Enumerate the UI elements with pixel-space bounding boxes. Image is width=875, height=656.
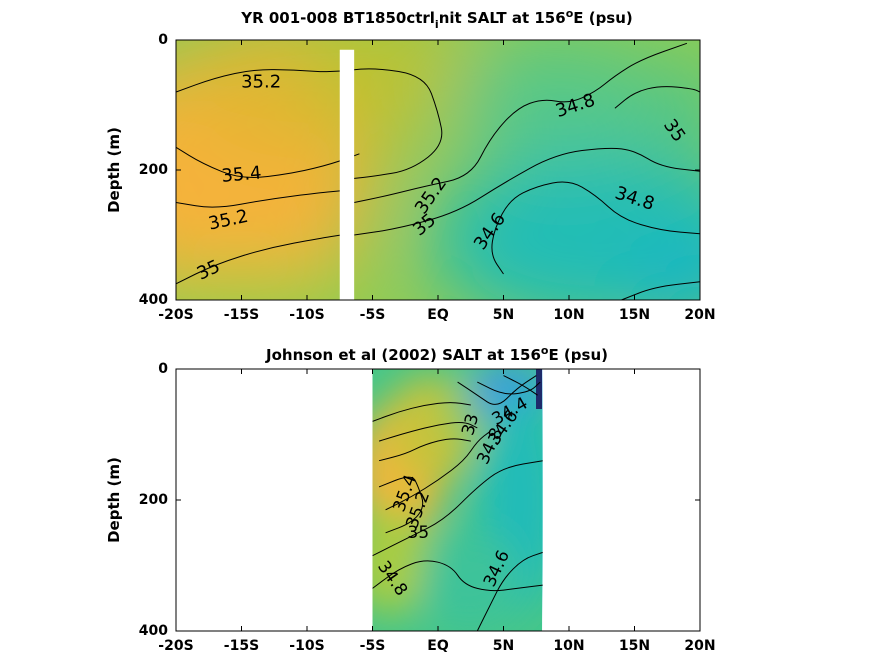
bottom-no-data-right [542,369,700,631]
contour-label: 35 [408,523,430,543]
x-tick-label: -20S [158,307,193,323]
contour-line-35-2 [176,190,342,208]
x-tick-label: 5N [493,638,514,654]
contour-label: 35.2 [241,71,281,92]
x-tick-label: EQ [427,307,449,323]
x-tick-label: -15S [224,307,259,323]
x-tick-label: 5N [493,307,514,323]
x-tick-label: -5S [360,638,386,654]
top-contour-lines [176,42,700,300]
bottom-x-ticks: -20S -15S -10S -5S EQ 5N 10N 15N 20N [158,369,716,654]
top-missing-band [339,49,355,300]
contour-line-35 [614,86,700,109]
contour-line-35-2 [372,402,471,422]
contour-line-35 [372,460,543,557]
contour-label: 35.4 [221,162,263,186]
y-tick-label: 400 [139,623,168,639]
contour-line-34-8 [457,375,537,405]
x-tick-label: 20N [684,638,715,654]
top-y-axis-label: Depth (m) [105,127,123,213]
bottom-panel: Johnson et al (2002) SALT at 156oE (psu)… [105,344,716,654]
x-tick-label: EQ [427,638,449,654]
x-tick-label: -15S [224,638,259,654]
bottom-heatmap-field [350,369,560,631]
x-tick-label: 10N [553,638,584,654]
contour-line-34-6 [476,551,543,631]
x-tick-label: 15N [619,307,650,323]
contour-line-35-2 [354,42,688,203]
contour-line-35-4 [176,146,360,178]
top-heatmap-field [176,40,700,300]
top-y-ticks: 0 200 400 [139,32,700,308]
y-tick-label: 400 [139,292,168,308]
bottom-contour-lines [372,375,543,631]
top-x-ticks: -20S -15S -10S -5S EQ 5N 10N 15N 20N [158,40,716,323]
x-tick-label: -5S [360,307,386,323]
contour-line-34-6 [477,381,541,395]
contour-line-35-6 [378,438,471,462]
contour-line-34-8 [491,181,700,275]
x-tick-label: 20N [684,307,715,323]
contour-line-34-8 [372,560,543,592]
top-panel: YR 001-008 BT1850ctrlinit SALT at 156oE … [105,7,716,323]
contour-line-35 [354,147,700,236]
bottom-no-data-left [176,369,373,631]
top-chart-title: YR 001-008 BT1850ctrlinit SALT at 156oE … [240,7,633,31]
bottom-chart-title: Johnson et al (2002) SALT at 156oE (psu) [265,344,608,364]
y-tick-label: 0 [158,361,168,377]
contour-line-35-2 [176,68,443,181]
x-tick-label: -10S [289,638,324,654]
x-tick-label: -10S [289,307,324,323]
x-tick-label: -20S [158,638,193,654]
x-tick-label: 10N [553,307,584,323]
bottom-y-ticks: 0 200 400 [139,361,700,639]
contour-line-34-4 [503,375,538,396]
x-tick-label: 15N [619,638,650,654]
y-tick-label: 200 [139,162,168,178]
contour-line-34-6 [621,281,700,300]
y-tick-label: 0 [158,32,168,48]
contour-line-35-4 [378,476,424,534]
contour-line-35 [176,234,342,285]
bottom-y-axis-label: Depth (m) [105,457,123,543]
contour-line-35-2 [385,430,491,511]
y-tick-label: 200 [139,492,168,508]
contour-line-35-4 [378,421,478,442]
